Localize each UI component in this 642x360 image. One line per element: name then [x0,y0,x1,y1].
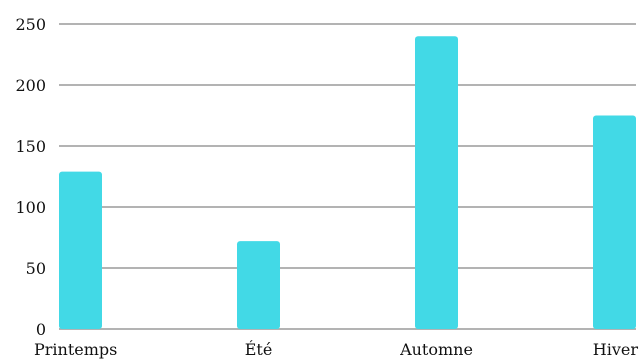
y-tick-label: 200 [15,76,46,95]
y-tick-label: 150 [15,137,46,156]
y-tick-label: 250 [15,15,46,34]
x-tick-label: Été [245,339,273,359]
bar-2 [237,241,280,329]
x-axis-tick-labels: Printemps Été Automne Hiver [34,339,638,359]
y-tick-label: 100 [15,198,46,217]
bar-4 [593,115,636,329]
x-tick-label: Hiver [593,340,639,359]
bars [59,36,636,329]
gridlines [59,23,636,330]
y-tick-label: 0 [36,320,46,339]
x-tick-label: Automne [399,340,473,359]
bar-3 [415,36,458,329]
x-tick-label: Printemps [34,340,117,359]
y-tick-label: 50 [26,259,46,278]
bar-1 [59,171,102,329]
y-axis-tick-labels: 0 50 100 150 200 250 [15,15,46,339]
